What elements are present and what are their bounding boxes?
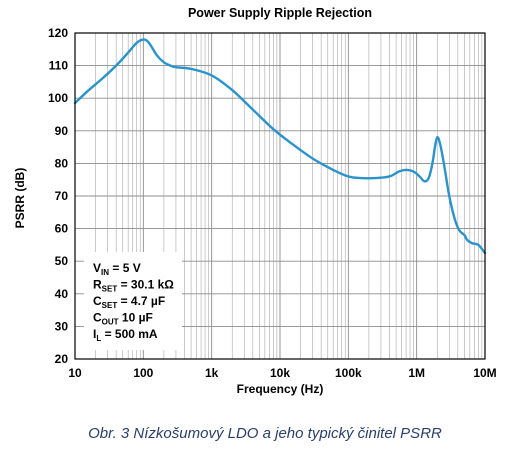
y-tick-label: 30 xyxy=(55,319,69,333)
x-tick-label: 100k xyxy=(335,366,362,380)
x-tick-label: 100 xyxy=(133,366,153,380)
x-tick-label: 10M xyxy=(473,366,496,380)
annotation-line: VIN = 5 V xyxy=(93,261,141,277)
chart-title: Power Supply Ripple Rejection xyxy=(188,6,372,20)
y-tick-label: 20 xyxy=(55,352,69,366)
annotation-background xyxy=(84,252,182,350)
annotation-line: RSET = 30.1 kΩ xyxy=(93,278,174,294)
y-tick-label: 50 xyxy=(55,254,69,268)
y-tick-label: 90 xyxy=(55,124,69,138)
x-axis-title: Frequency (Hz) xyxy=(237,382,324,396)
x-tick-label: 10k xyxy=(270,366,290,380)
x-tick-label: 10 xyxy=(68,366,82,380)
plot-frame xyxy=(74,32,486,360)
y-tick-label: 60 xyxy=(55,222,69,236)
psrr-curve xyxy=(73,38,487,255)
figure-caption: Obr. 3 Nízkošumový LDO a jeho typický či… xyxy=(88,425,442,442)
x-axis-ticks: 10 100 1k 10k 100k 1M 10M xyxy=(68,366,496,380)
annotation-line: CSET = 4.7 µF xyxy=(93,294,165,310)
annotation-line: IL = 500 mA xyxy=(93,327,158,343)
y-axis-ticks: 20 30 40 50 60 70 80 90 100 110 120 xyxy=(48,26,68,366)
annotation-line: COUT 10 µF xyxy=(93,311,153,327)
y-axis-title: PSRR (dB) xyxy=(13,168,27,229)
y-tick-label: 80 xyxy=(55,156,69,170)
x-tick-label: 1M xyxy=(408,366,425,380)
y-tick-label: 100 xyxy=(48,91,68,105)
series-layer xyxy=(73,38,487,255)
y-tick-label: 110 xyxy=(49,59,69,73)
x-tick-label: 1k xyxy=(205,366,219,380)
y-tick-label: 40 xyxy=(55,287,69,301)
y-tick-label: 70 xyxy=(55,189,69,203)
grid xyxy=(75,33,485,359)
y-tick-label: 120 xyxy=(48,26,68,40)
